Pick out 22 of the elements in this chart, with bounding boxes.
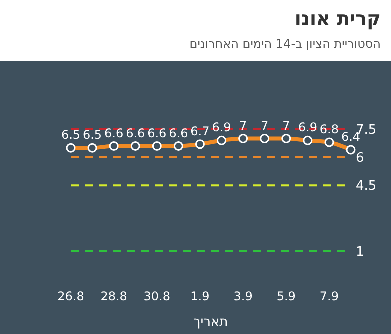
data-label: 6.5 [61,128,81,142]
data-label: 6.6 [148,126,167,140]
data-label: 6.6 [169,126,188,140]
x-tick-label: 28.8 [100,290,128,304]
ref-line-label: 1 [356,244,364,260]
data-label: 6.7 [190,124,210,138]
x-tick-label: 30.8 [144,290,171,304]
data-label: 6.5 [82,128,102,142]
chart-title: קרית אונו [294,8,381,30]
data-label: 6.6 [104,126,124,140]
x-tick-label: 26.8 [58,290,84,304]
x-tick-label: 7.9 [320,290,340,304]
data-label: 7 [261,118,269,133]
x-tick-label: 1.9 [190,290,210,304]
x-axis-title: תאריך [194,315,228,330]
data-label: 6.6 [126,126,146,140]
chart-subtitle: הסטוריית הציון ב-14 הימים האחרונים [190,37,381,51]
ref-line-label: 6 [356,151,364,166]
ref-line-label: 4.5 [356,179,377,194]
data-label: 6.8 [320,122,340,136]
x-tick-label: 5.9 [276,290,296,304]
x-tick-label: 3.9 [234,290,253,304]
